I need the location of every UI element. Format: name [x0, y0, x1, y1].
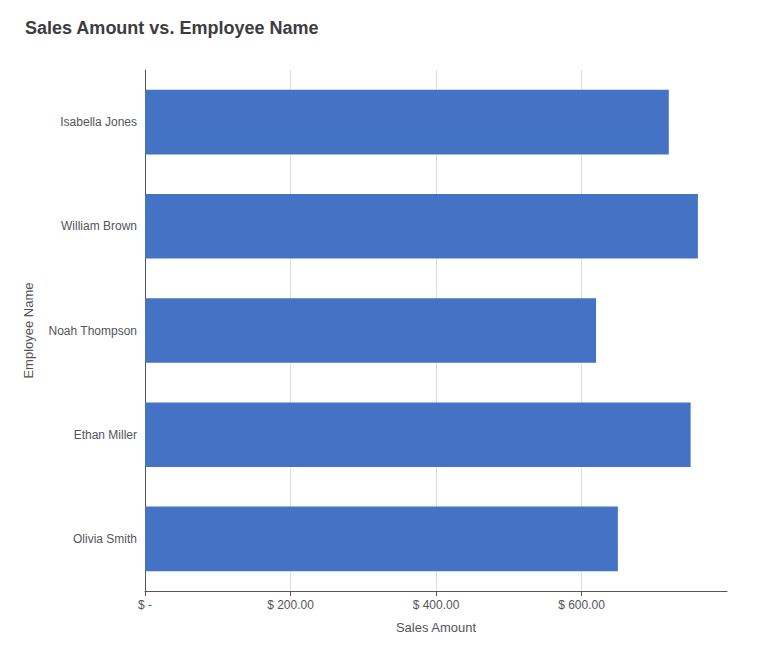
svg-text:$ -: $ - — [138, 598, 152, 612]
svg-text:Noah Thompson: Noah Thompson — [49, 324, 138, 338]
svg-text:Sales Amount vs. Employee Name: Sales Amount vs. Employee Name — [25, 18, 318, 38]
svg-text:Ethan Miller: Ethan Miller — [74, 428, 137, 442]
svg-text:Isabella Jones: Isabella Jones — [60, 115, 137, 129]
svg-text:$ 600.00: $ 600.00 — [558, 598, 605, 612]
svg-text:$ 200.00: $ 200.00 — [267, 598, 314, 612]
svg-text:Employee Name: Employee Name — [21, 282, 36, 378]
svg-text:Olivia Smith: Olivia Smith — [73, 532, 137, 546]
svg-text:$ 400.00: $ 400.00 — [413, 598, 460, 612]
svg-text:William Brown: William Brown — [61, 219, 137, 233]
svg-text:Sales Amount: Sales Amount — [396, 620, 477, 635]
